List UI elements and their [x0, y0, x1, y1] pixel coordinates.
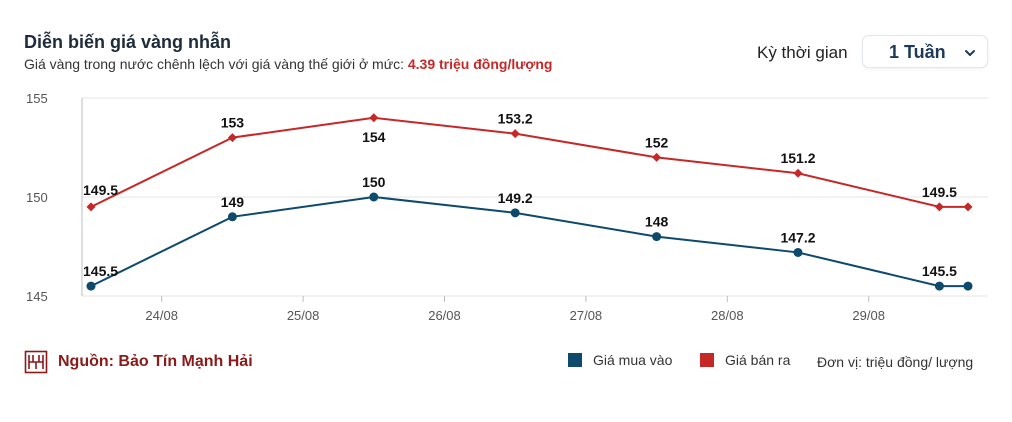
- legend-swatch-buy: [568, 353, 582, 367]
- unit-label: Đơn vị: triệu đồng/ lượng: [817, 354, 974, 370]
- data-point-marker: [934, 202, 944, 212]
- data-label: 151.2: [780, 150, 815, 166]
- price-gap-value: 4.39 triệu đồng/lượng: [407, 56, 553, 72]
- y-tick-label: 155: [26, 91, 48, 106]
- data-point-marker: [510, 208, 520, 218]
- x-tick-label: 25/08: [287, 308, 320, 323]
- period-selected-value: 1 Tuần: [889, 42, 946, 62]
- source-block: Nguồn: Bảo Tín Mạnh Hải: [24, 350, 253, 374]
- data-point-marker: [86, 281, 96, 291]
- y-tick-label: 145: [26, 289, 48, 304]
- subtitle-text: Giá vàng trong nước chênh lệch với giá v…: [24, 56, 404, 72]
- data-point-marker: [652, 152, 662, 162]
- legend-label-buy: Giá mua vào: [593, 352, 673, 368]
- data-label: 148: [645, 214, 669, 230]
- data-point-marker: [793, 168, 803, 178]
- data-point-marker: [793, 247, 803, 257]
- data-label: 149.5: [922, 184, 957, 200]
- period-label: Kỳ thời gian: [757, 43, 848, 62]
- data-label: 153: [221, 115, 245, 131]
- data-point-marker: [227, 133, 237, 143]
- data-label: 152: [645, 134, 669, 150]
- x-tick-label: 27/08: [570, 308, 603, 323]
- data-point-marker: [963, 202, 973, 212]
- data-label: 147.2: [780, 229, 815, 245]
- series-line-1: [90, 195, 968, 288]
- data-point-marker: [652, 232, 662, 242]
- x-tick-label: 28/08: [711, 308, 744, 323]
- chevron-down-icon: [965, 50, 975, 56]
- legend-swatch-sell: [700, 353, 714, 367]
- data-point-marker: [510, 129, 520, 139]
- data-label: 153.2: [498, 111, 533, 127]
- data-label: 149: [221, 194, 245, 210]
- legend-item-sell[interactable]: Giá bán ra: [700, 352, 790, 368]
- x-tick-label: 29/08: [852, 308, 885, 323]
- data-label: 150: [362, 174, 386, 190]
- data-label: 154: [362, 129, 386, 145]
- data-point-marker: [934, 281, 944, 291]
- data-point-marker: [369, 113, 379, 123]
- data-label: 149.2: [498, 190, 533, 206]
- legend-item-buy[interactable]: Giá mua vào: [568, 352, 672, 368]
- chart-subtitle: Giá vàng trong nước chênh lệch với giá v…: [24, 56, 552, 72]
- chart-title: Diễn biến giá vàng nhẫn: [24, 32, 232, 52]
- data-point-marker: [227, 212, 237, 222]
- legend-label-sell: Giá bán ra: [725, 352, 791, 368]
- data-label: 145.5: [922, 263, 957, 279]
- x-tick-label: 24/08: [145, 308, 178, 323]
- data-label: 145.5: [83, 263, 118, 279]
- bao-tin-manh-hai-logo: [24, 350, 48, 374]
- x-tick-label: 26/08: [428, 308, 461, 323]
- data-point-marker: [369, 192, 379, 202]
- price-line-chart: 145 150 155 24/08 25/08 26/08 27/08 28/08 29/08 1…: [26, 91, 988, 323]
- source-text: Nguồn: Bảo Tín Mạnh Hải: [58, 353, 253, 370]
- y-tick-label: 150: [26, 190, 48, 205]
- period-dropdown[interactable]: 1 Tuần: [862, 35, 988, 68]
- data-point-marker: [963, 281, 973, 291]
- data-point-marker: [86, 202, 96, 212]
- data-label: 149.5: [83, 182, 118, 198]
- series-line-0: [90, 116, 968, 208]
